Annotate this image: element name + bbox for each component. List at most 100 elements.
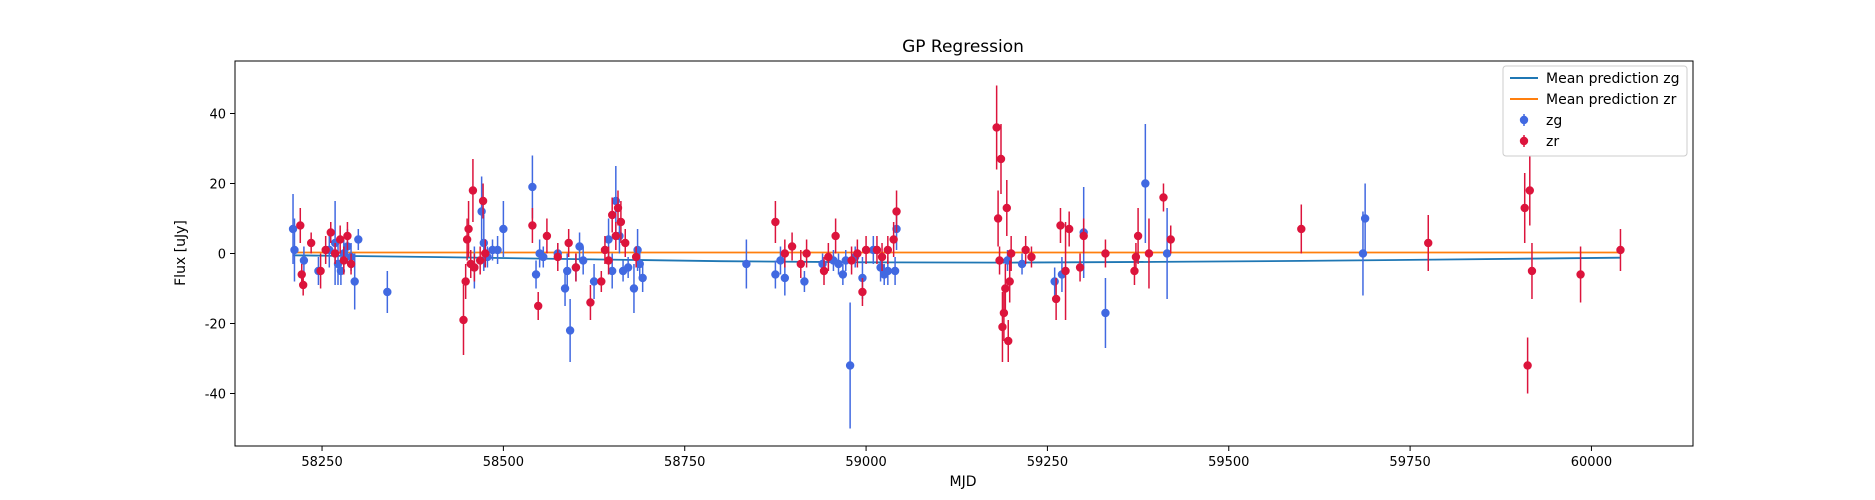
zg-point bbox=[1358, 211, 1368, 296]
zr-marker bbox=[1527, 266, 1537, 276]
zr-marker bbox=[1133, 231, 1143, 241]
zr-marker bbox=[787, 242, 797, 251]
legend-zg-marker bbox=[1519, 115, 1529, 125]
zg-point bbox=[838, 264, 848, 285]
zr-marker bbox=[461, 277, 470, 286]
zr-point bbox=[1005, 260, 1014, 303]
zr-marker bbox=[889, 235, 898, 244]
x-axis-label: MJD bbox=[950, 474, 977, 490]
zg-marker bbox=[607, 266, 617, 276]
zr-point bbox=[796, 250, 805, 278]
zg-marker bbox=[838, 270, 848, 279]
zr-marker bbox=[631, 252, 641, 262]
zg-marker bbox=[834, 259, 843, 269]
zr-marker bbox=[796, 259, 805, 269]
zr-marker bbox=[831, 231, 840, 241]
zr-point bbox=[464, 201, 473, 257]
zg-point bbox=[638, 264, 647, 292]
zg-point bbox=[578, 246, 588, 275]
zr-point bbox=[346, 253, 356, 275]
zr-marker bbox=[613, 203, 623, 213]
zr-marker bbox=[1520, 203, 1529, 213]
zr-marker bbox=[1006, 249, 1016, 258]
zr-point bbox=[1021, 236, 1030, 264]
zg-marker bbox=[563, 266, 572, 276]
x-tick-label: 60000 bbox=[1571, 455, 1612, 470]
zg-marker bbox=[575, 242, 584, 251]
zr-point bbox=[470, 253, 479, 282]
zr-point bbox=[1520, 173, 1529, 243]
zg-marker bbox=[528, 182, 537, 192]
zr-point bbox=[478, 183, 488, 219]
y-axis-label: Flux [uJy] bbox=[173, 220, 189, 286]
zr-point bbox=[1523, 337, 1532, 394]
zr-point bbox=[611, 222, 621, 250]
y-tick-label: 40 bbox=[209, 108, 226, 123]
legend-label-zr-mean: Mean prediction zr bbox=[1546, 92, 1677, 108]
zg-marker bbox=[1017, 259, 1027, 269]
zr-point bbox=[1133, 208, 1143, 264]
zg-point bbox=[589, 264, 599, 299]
zr-marker bbox=[1079, 231, 1088, 241]
zr-point bbox=[1027, 246, 1036, 268]
zr-marker bbox=[464, 224, 473, 234]
zg-point bbox=[890, 257, 900, 285]
zg-marker bbox=[776, 256, 785, 265]
zr-point bbox=[306, 232, 316, 254]
zr-marker bbox=[780, 249, 790, 258]
zr-marker bbox=[1144, 249, 1154, 258]
zr-marker bbox=[883, 245, 893, 255]
zr-marker bbox=[607, 210, 617, 220]
zg-marker bbox=[633, 245, 642, 255]
zr-point bbox=[847, 246, 856, 275]
zr-point bbox=[1525, 155, 1534, 226]
zr-point bbox=[802, 239, 811, 268]
zr-marker bbox=[1056, 221, 1065, 230]
zr-marker bbox=[1021, 245, 1030, 255]
zr-marker bbox=[802, 249, 811, 258]
zg-point bbox=[834, 253, 843, 275]
zg-marker bbox=[780, 273, 790, 283]
zg-marker bbox=[800, 277, 809, 286]
zr-point bbox=[1101, 239, 1110, 268]
zg-point bbox=[845, 302, 855, 429]
x-axis-ticks: 58250 58500 58750 59000 59250 59500 59750 60000 bbox=[301, 446, 1612, 470]
x-tick-label: 58750 bbox=[664, 455, 705, 470]
zr-point bbox=[1061, 222, 1070, 320]
legend-zr-marker bbox=[1519, 136, 1529, 146]
legend: Mean prediction zg Mean prediction zr zg… bbox=[1502, 65, 1688, 157]
zr-marker bbox=[346, 259, 356, 269]
zg-marker bbox=[818, 259, 827, 269]
zr-marker bbox=[1131, 252, 1141, 262]
zg-marker bbox=[560, 284, 570, 293]
zg-marker bbox=[1101, 308, 1110, 318]
zr-marker bbox=[339, 256, 349, 265]
zr-point bbox=[316, 253, 325, 289]
zr-marker bbox=[586, 298, 595, 307]
zg-marker bbox=[493, 245, 502, 255]
zr-point bbox=[564, 229, 573, 257]
zr-point bbox=[1004, 320, 1013, 362]
zr-marker bbox=[1064, 224, 1074, 234]
zr-marker bbox=[481, 249, 490, 258]
legend-label-zg: zg bbox=[1546, 113, 1562, 129]
zr-point bbox=[995, 246, 1004, 275]
zg-marker bbox=[1358, 249, 1368, 258]
zr-point bbox=[604, 246, 613, 275]
zr-point bbox=[296, 208, 305, 243]
zg-marker bbox=[531, 270, 541, 279]
zg-point bbox=[742, 239, 751, 289]
zr-marker bbox=[892, 207, 901, 216]
zr-marker bbox=[1061, 266, 1070, 276]
legend-label-zr: zr bbox=[1546, 134, 1559, 150]
zr-point bbox=[780, 239, 790, 268]
zg-marker bbox=[477, 207, 486, 216]
zr-point bbox=[475, 246, 485, 275]
zr-marker bbox=[564, 238, 573, 248]
zg-marker bbox=[1050, 277, 1059, 286]
zg-marker bbox=[354, 235, 363, 244]
zr-point bbox=[542, 218, 552, 254]
zg-point bbox=[800, 271, 809, 292]
zg-marker bbox=[845, 361, 855, 370]
zr-marker bbox=[321, 245, 330, 255]
